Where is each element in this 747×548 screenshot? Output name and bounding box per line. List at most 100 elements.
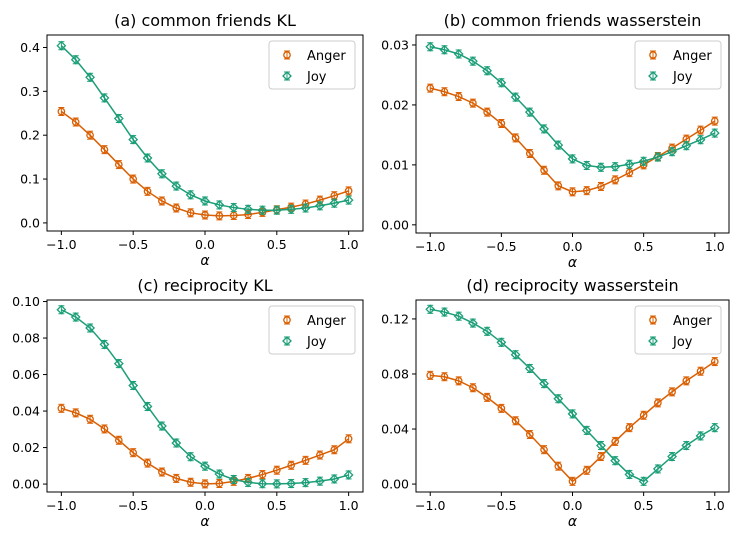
legend-label-anger: Anger [307, 49, 346, 64]
chart-panel-d: (d) reciprocity wasserstein −1.0 −0.5 0.0 0.… [381, 276, 730, 530]
data-point-joy [171, 181, 182, 191]
data-point-joy [652, 152, 663, 163]
y-tick-label: 0.04 [12, 404, 40, 419]
data-point-joy [453, 49, 464, 59]
data-point-joy [439, 307, 450, 317]
data-point-anger [316, 451, 324, 459]
legend-marker-anger [649, 316, 657, 324]
data-point-anger [330, 445, 339, 454]
data-point-joy [257, 478, 268, 489]
x-tick-label: −0.5 [118, 237, 148, 252]
data-point-joy [539, 123, 549, 134]
data-point-joy [667, 146, 678, 157]
legend-label-anger: Anger [307, 314, 346, 329]
data-point-anger [497, 119, 506, 128]
data-point-anger [158, 197, 166, 205]
data-point-joy [257, 205, 268, 216]
y-tick-label: 0.0 [20, 215, 40, 230]
y-tick-label: 0.06 [12, 367, 40, 382]
data-point-joy [581, 425, 592, 436]
data-point-joy [553, 140, 564, 151]
data-point-joy [271, 478, 282, 489]
data-point-joy [113, 358, 124, 369]
data-point-anger [597, 182, 605, 191]
data-point-joy [567, 153, 578, 164]
data-point-anger [258, 470, 267, 479]
y-tick-label: 0.02 [12, 440, 40, 455]
data-point-joy [610, 161, 621, 172]
data-point-joy [142, 153, 153, 163]
y-tick-label: 0.01 [381, 157, 409, 172]
data-point-anger [86, 131, 94, 140]
chart-title: (d) reciprocity wasserstein [466, 276, 678, 295]
x-tick-label: −1.0 [46, 498, 76, 513]
data-point-joy [142, 401, 153, 412]
data-point-anger [469, 383, 477, 392]
data-point-anger [100, 425, 109, 433]
data-point-anger [597, 452, 605, 461]
data-point-anger [525, 149, 534, 158]
y-tick-label: 0.10 [12, 294, 40, 309]
y-tick-label: 0.02 [381, 97, 409, 112]
data-point-joy [695, 134, 706, 145]
data-point-anger [540, 445, 548, 454]
data-point-anger [186, 478, 195, 487]
data-point-anger [682, 377, 691, 385]
data-point-joy [681, 440, 692, 451]
data-point-anger [440, 87, 449, 96]
data-point-joy [524, 107, 535, 118]
y-tick-label: 0.08 [381, 366, 409, 381]
data-point-anger [696, 367, 705, 376]
data-point-anger [668, 388, 676, 396]
data-point-anger [611, 176, 620, 184]
data-point-anger [654, 399, 662, 407]
x-axis-label: α [568, 514, 578, 530]
data-point-anger [272, 466, 281, 475]
data-point-joy [314, 476, 325, 487]
data-point-anger [172, 204, 181, 212]
data-point-anger [158, 468, 166, 476]
data-point-anger [554, 182, 563, 190]
series-line-anger [61, 407, 350, 485]
data-point-anger [344, 434, 353, 443]
data-point-joy [467, 318, 478, 328]
x-tick-label: 0.5 [634, 239, 654, 254]
legend-marker-anger [649, 51, 657, 59]
data-point-anger [611, 437, 620, 446]
data-point-anger [114, 160, 123, 169]
data-point-joy [99, 339, 110, 350]
data-point-joy [709, 422, 720, 433]
data-point-joy [539, 378, 549, 389]
data-point-anger [143, 187, 152, 196]
chart-panel-a: (a) common friends KL −1.0 −0.5 0.0 0.5 1.0 0.… [20, 11, 364, 269]
x-tick-label: 0.5 [267, 237, 287, 252]
y-tick-label: 0.4 [20, 40, 40, 55]
data-point-joy [271, 205, 282, 216]
data-point-joy [85, 323, 96, 333]
data-point-joy [496, 337, 507, 348]
data-point-joy [314, 200, 325, 211]
x-tick-label: 1.0 [339, 498, 359, 513]
legend-marker-joy [282, 336, 292, 346]
legend: Anger Joy [268, 305, 356, 355]
x-axis-label: α [200, 253, 210, 269]
x-tick-label: 1.0 [705, 239, 725, 254]
data-point-joy [85, 72, 96, 83]
data-point-joy [200, 461, 210, 472]
data-point-joy [329, 198, 340, 209]
legend-label-joy: Joy [306, 70, 327, 85]
data-point-anger [201, 211, 209, 219]
legend-marker-anger [283, 316, 291, 324]
data-point-anger [625, 423, 634, 432]
data-point-anger [201, 480, 209, 488]
data-point-joy [228, 474, 239, 485]
data-point-joy [286, 204, 297, 215]
data-point-anger [86, 415, 94, 424]
x-tick-label: −0.5 [486, 239, 516, 254]
data-point-joy [482, 326, 493, 337]
data-point-anger [497, 404, 506, 413]
data-point-joy [56, 304, 67, 315]
legend-label-joy: Joy [306, 335, 327, 350]
data-point-anger [710, 117, 719, 125]
